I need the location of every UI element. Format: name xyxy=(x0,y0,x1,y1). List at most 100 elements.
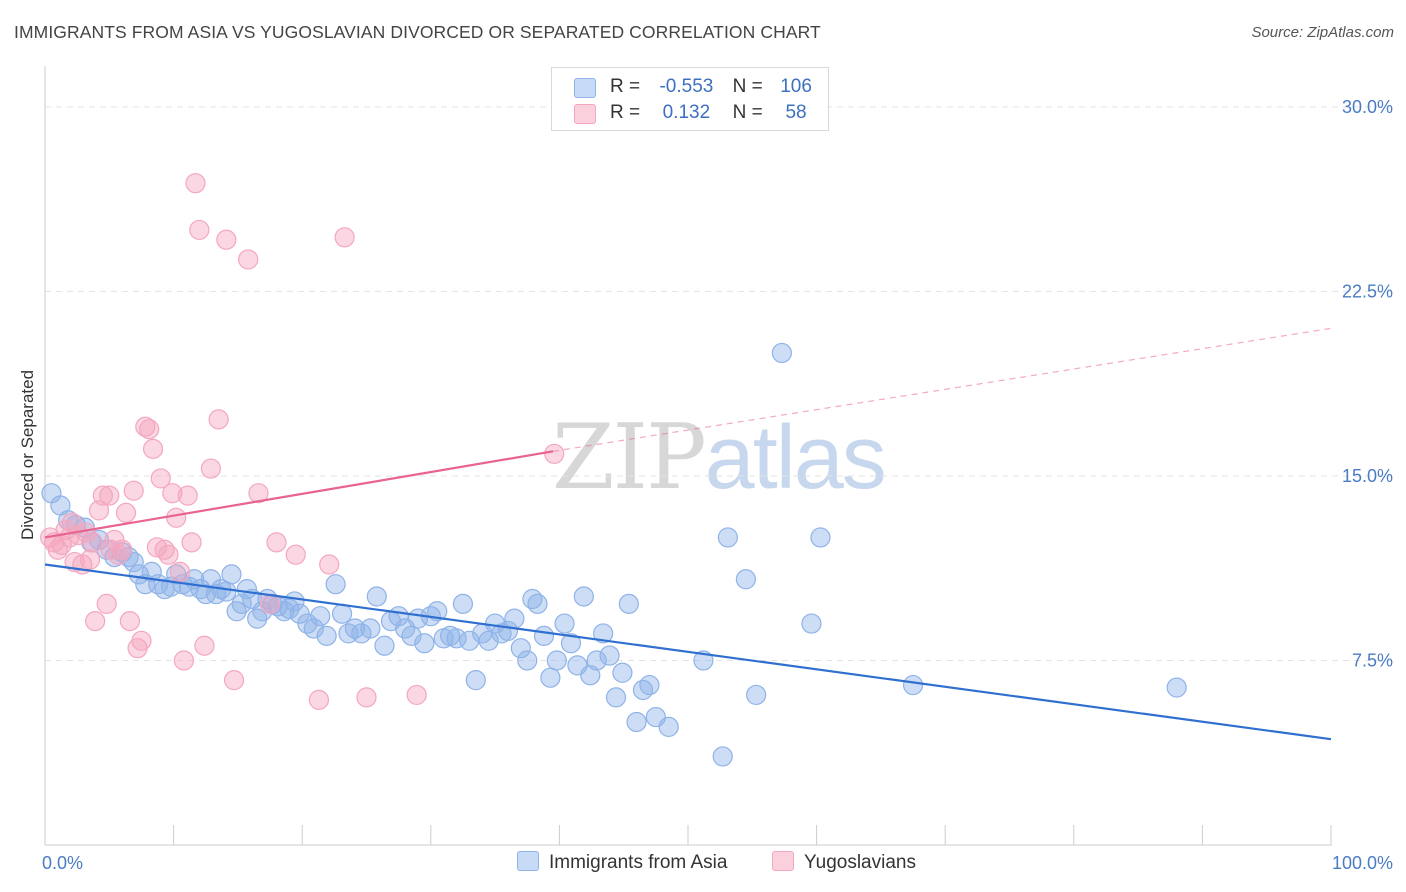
legend-n-label: N = xyxy=(732,102,763,123)
point-1-29 xyxy=(146,537,167,558)
point-0-77 xyxy=(527,593,548,614)
point-0-28 xyxy=(221,564,242,585)
point-1-36 xyxy=(173,650,194,671)
point-1-54 xyxy=(356,687,377,708)
point-0-51 xyxy=(360,618,381,639)
point-0-94 xyxy=(639,674,660,696)
point-0-75 xyxy=(517,650,538,671)
point-0-105 xyxy=(902,674,924,696)
series-immigrants-from-asia xyxy=(41,342,1187,767)
point-1-37 xyxy=(177,485,198,506)
point-1-35 xyxy=(169,561,191,583)
tick-labels: 7.5% 15.0% 22.5% 30.0% 0.0% 100.0% xyxy=(42,97,1393,873)
point-1-38 xyxy=(181,532,202,553)
point-0-74 xyxy=(510,638,531,659)
point-1-32 xyxy=(158,544,179,565)
point-0-88 xyxy=(599,645,620,666)
watermark: ZIPatlas xyxy=(552,405,887,510)
correlation-legend: R = -0.553 N = 106 R = 0.132 N = 58 xyxy=(551,67,829,131)
y-tick-label-3: 30.0% xyxy=(1342,97,1393,117)
chart-title: IMMIGRANTS FROM ASIA VS YUGOSLAVIAN DIVO… xyxy=(14,22,821,42)
point-0-59 xyxy=(414,633,435,654)
point-1-28 xyxy=(142,438,164,459)
grid-lines xyxy=(45,106,1392,661)
point-1-27 xyxy=(139,419,160,440)
bottom-legend-label-asia: Immigrants from Asia xyxy=(549,852,728,873)
point-0-65 xyxy=(452,593,474,614)
point-1-41 xyxy=(194,635,215,656)
point-1-20 xyxy=(112,539,133,560)
point-1-46 xyxy=(238,249,259,270)
point-1-47 xyxy=(248,483,269,504)
point-0-99 xyxy=(746,684,767,706)
point-1-45 xyxy=(223,670,245,691)
point-1-16 xyxy=(96,593,117,614)
legend-r-label: R = xyxy=(610,102,641,123)
point-1-53 xyxy=(334,227,355,248)
point-1-39 xyxy=(185,173,206,194)
point-0-96 xyxy=(658,716,679,738)
source-note: Source: ZipAtlas.com xyxy=(1251,24,1394,41)
point-0-78 xyxy=(533,625,555,646)
point-1-43 xyxy=(208,409,229,430)
legend-n-value-asia: 106 xyxy=(780,76,812,97)
point-0-46 xyxy=(325,574,346,595)
point-0-81 xyxy=(554,613,575,634)
point-0-86 xyxy=(586,650,607,671)
point-1-34 xyxy=(166,507,187,528)
point-0-92 xyxy=(626,711,647,733)
point-1-48 xyxy=(259,593,281,614)
point-1-56 xyxy=(544,443,565,464)
x-tick-label-min: 0.0% xyxy=(42,853,83,873)
point-0-73 xyxy=(504,608,525,629)
point-0-101 xyxy=(735,569,756,590)
point-0-85 xyxy=(580,665,601,686)
point-1-49 xyxy=(266,532,287,553)
point-0-100 xyxy=(717,527,738,548)
point-1-30 xyxy=(150,468,171,489)
point-0-102 xyxy=(771,342,792,364)
point-0-80 xyxy=(546,650,567,671)
point-1-42 xyxy=(200,458,221,479)
x-tick-label-max: 100.0% xyxy=(1332,853,1393,873)
point-0-79 xyxy=(540,667,561,688)
bottom-legend-swatch-asia xyxy=(517,851,539,871)
point-0-89 xyxy=(605,687,627,708)
legend-r-value-asia: -0.553 xyxy=(659,76,714,97)
point-1-12 xyxy=(82,532,103,553)
point-0-106 xyxy=(1166,677,1187,698)
point-0-91 xyxy=(618,593,639,614)
point-1-55 xyxy=(406,684,427,706)
point-0-97 xyxy=(693,650,714,671)
legend-swatch-yugoslavians xyxy=(574,104,596,124)
bottom-legend-swatch-yugoslavians xyxy=(772,851,794,871)
point-1-21 xyxy=(115,502,137,523)
point-0-84 xyxy=(573,586,594,607)
point-0-90 xyxy=(612,662,633,683)
bottom-legend-label-yugoslavians: Yugoslavians xyxy=(804,852,916,873)
point-1-26 xyxy=(135,416,156,437)
bottom-legend-yugoslavians: Yugoslavians xyxy=(772,851,916,874)
trend-lines xyxy=(44,327,1332,741)
point-0-53 xyxy=(374,635,395,656)
point-1-23 xyxy=(123,480,144,501)
point-1-11 xyxy=(79,549,101,570)
point-0-12 xyxy=(128,564,149,585)
legend-n-value-yugoslavians: 58 xyxy=(785,102,807,123)
point-0-27 xyxy=(216,581,237,602)
point-0-61 xyxy=(427,601,448,622)
point-1-40 xyxy=(189,219,210,241)
point-0-64 xyxy=(446,628,467,649)
point-0-14 xyxy=(141,561,162,583)
point-1-15 xyxy=(92,485,113,506)
point-0-103 xyxy=(810,527,831,548)
point-0-34 xyxy=(252,601,273,622)
watermark-zip: ZIP xyxy=(552,405,707,510)
point-0-43 xyxy=(303,618,324,639)
y-tick-label-0: 7.5% xyxy=(1352,650,1393,670)
point-0-31 xyxy=(236,579,258,600)
point-0-82 xyxy=(560,633,582,654)
point-1-57 xyxy=(99,485,120,506)
watermark-atlas: atlas xyxy=(704,408,887,508)
